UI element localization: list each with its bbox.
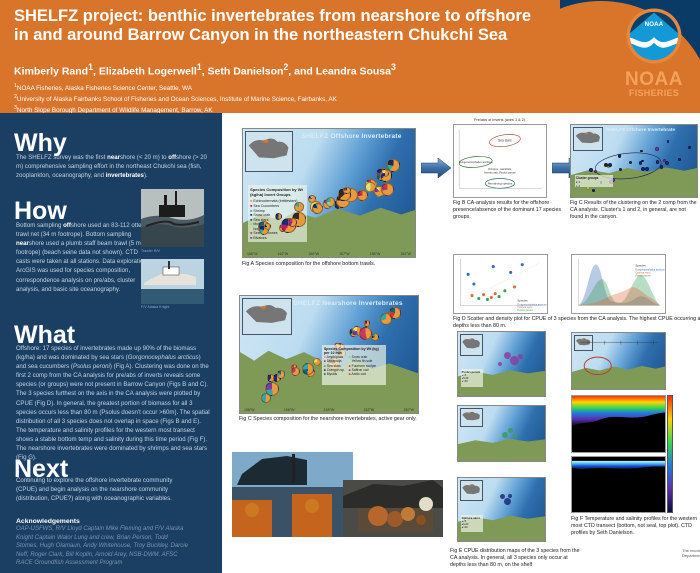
svg-text:Gorgonocephalus arcticus: Gorgonocephalus arcticus (459, 160, 493, 164)
svg-text:hermit crab, Psolus peroni: hermit crab, Psolus peroni (484, 171, 516, 175)
svg-text:Sea stars: Sea stars (498, 139, 512, 143)
svg-text:Octopus, zoanthids,: Octopus, zoanthids, (488, 167, 512, 171)
svg-text:Species: Species (635, 264, 646, 268)
svg-text:Psolus peroni: Psolus peroni (517, 309, 533, 312)
svg-text:Remaining species: Remaining species (488, 181, 513, 185)
svg-text:Species: Species (517, 298, 528, 302)
svg-text:NOAA: NOAA (645, 21, 664, 28)
svg-text:Psolus peroni: Psolus peroni (635, 274, 651, 277)
